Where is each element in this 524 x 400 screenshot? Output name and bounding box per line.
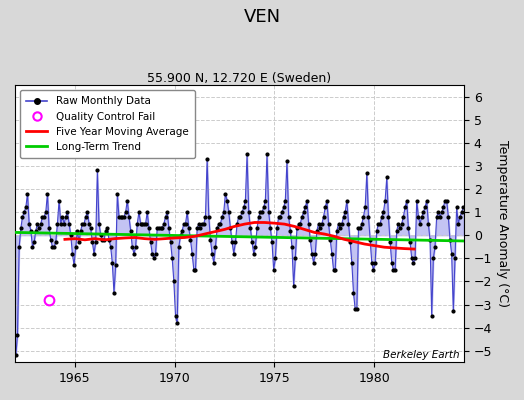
Text: VEN: VEN [244, 8, 280, 26]
Text: Berkeley Earth: Berkeley Earth [383, 350, 460, 360]
Y-axis label: Temperature Anomaly (°C): Temperature Anomaly (°C) [496, 140, 509, 307]
Legend: Raw Monthly Data, Quality Control Fail, Five Year Moving Average, Long-Term Tren: Raw Monthly Data, Quality Control Fail, … [20, 90, 194, 158]
Title: 55.900 N, 12.720 E (Sweden): 55.900 N, 12.720 E (Sweden) [147, 72, 332, 85]
